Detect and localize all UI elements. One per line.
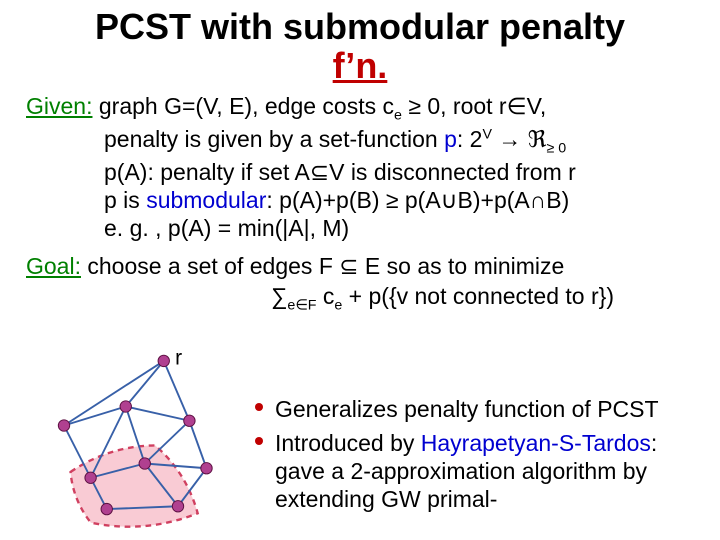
graph-r-label: r: [175, 347, 182, 370]
graph-edge: [189, 421, 206, 469]
penalty-text-a: penalty is given by a set-function: [104, 126, 444, 152]
graph-edge: [64, 407, 126, 426]
graph-node: [101, 503, 112, 514]
title-red-word: f’n.: [333, 45, 388, 86]
penalty-arrow: →: [492, 126, 528, 152]
graph-edge: [64, 361, 164, 426]
goal-block: Goal: choose a set of edges F ⊆ E so as …: [26, 252, 694, 315]
graph-node: [172, 501, 183, 512]
slide-root: PCST with submodular penalty f’n. Given:…: [0, 0, 720, 540]
graph-blob: [71, 445, 198, 526]
goal-rest: choose a set of edges F ⊆ E so as to min…: [87, 253, 564, 279]
gf-b: c: [316, 283, 334, 309]
graph-edge: [126, 407, 190, 421]
given-tail: ≥ 0, root r∈V,: [402, 93, 546, 119]
penalty-colon: : 2: [457, 126, 483, 152]
given-sub-e: e: [394, 107, 402, 123]
graph-node: [158, 355, 169, 366]
submodular-line: p is submodular: p(A)+p(B) ≥ p(A∪B)+p(A∩…: [104, 186, 694, 214]
goal-formula: ∑e∈F ce + p({v not connected to r}): [271, 282, 694, 315]
graph-node: [85, 472, 96, 483]
bullet-dot-icon: [255, 403, 263, 411]
pa-line: p(A): penalty if set A⊆V is disconnected…: [104, 158, 694, 186]
graph-edge: [164, 361, 190, 421]
graph-node: [201, 463, 212, 474]
penalty-line: penalty is given by a set-function p: 2V…: [104, 125, 694, 158]
graph-node: [58, 420, 69, 431]
graph-diagram: r: [30, 340, 250, 530]
penalty-sub-ge0: ≥ 0: [547, 140, 567, 156]
bullet-item: Introduced by Hayrapetyan-S-Tardos: gave…: [255, 429, 695, 513]
graph-node: [139, 458, 150, 469]
given-text-1: graph G=(V, E), edge costs c: [92, 93, 394, 119]
given-label: Given:: [26, 93, 92, 119]
goal-label: Goal:: [26, 253, 81, 279]
bullet-text-1: Generalizes penalty function of PCST: [275, 396, 659, 422]
bullet-text-2a: Introduced by: [275, 430, 421, 456]
slide-title: PCST with submodular penalty f’n.: [26, 8, 694, 86]
bullet-text-2-blue: Hayrapetyan-S-Tardos: [421, 430, 651, 456]
submod-b: submodular: [146, 187, 266, 213]
slide-body: Given: graph G=(V, E), edge costs ce ≥ 0…: [26, 92, 694, 315]
bullet-list: Generalizes penalty function of PCST Int…: [255, 395, 695, 519]
penalty-sup-v: V: [482, 126, 492, 142]
eg-line: e. g. , p(A) = min(|A|, M): [104, 214, 694, 242]
gf-sub1: e∈F: [287, 298, 316, 314]
penalty-reals: ℜ: [528, 127, 547, 152]
penalty-p: p: [444, 126, 457, 152]
graph-node: [120, 401, 131, 412]
given-block: Given: graph G=(V, E), edge costs ce ≥ 0…: [26, 92, 694, 242]
submod-a: p is: [104, 187, 146, 213]
graph-edge: [126, 361, 164, 407]
submod-c: : p(A)+p(B) ≥ p(A∪B)+p(A∩B): [266, 187, 569, 213]
gf-c: + p({v not connected to r}): [342, 283, 614, 309]
gf-sigma: ∑: [271, 283, 287, 309]
bullet-item: Generalizes penalty function of PCST: [255, 395, 695, 423]
graph-node: [184, 415, 195, 426]
bullet-dot-icon: [255, 437, 263, 445]
title-line1: PCST with submodular penalty: [95, 6, 625, 47]
